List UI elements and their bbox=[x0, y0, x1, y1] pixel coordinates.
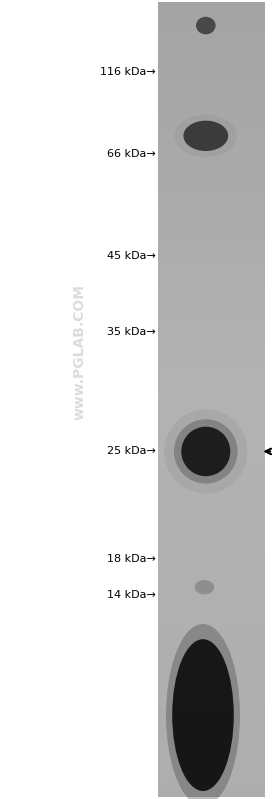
Bar bbox=[158, 658, 265, 668]
Bar bbox=[158, 757, 265, 768]
Ellipse shape bbox=[166, 624, 240, 799]
Bar bbox=[158, 51, 265, 62]
Bar bbox=[158, 549, 265, 559]
Bar bbox=[158, 748, 265, 757]
Bar bbox=[158, 728, 265, 737]
Bar bbox=[158, 688, 265, 698]
Bar bbox=[158, 559, 265, 569]
Bar bbox=[158, 151, 265, 161]
Bar bbox=[158, 608, 265, 618]
Text: 35 kDa→: 35 kDa→ bbox=[107, 327, 155, 336]
Bar bbox=[158, 230, 265, 240]
Bar bbox=[158, 71, 265, 81]
Bar bbox=[158, 310, 265, 320]
Bar bbox=[158, 718, 265, 728]
Ellipse shape bbox=[172, 639, 234, 791]
Bar bbox=[158, 578, 265, 589]
Bar bbox=[158, 111, 265, 121]
Text: 116 kDa→: 116 kDa→ bbox=[100, 67, 155, 77]
Bar bbox=[158, 22, 265, 31]
Bar bbox=[158, 62, 265, 71]
Bar bbox=[158, 678, 265, 688]
Bar bbox=[158, 489, 265, 499]
Bar bbox=[158, 300, 265, 310]
Bar bbox=[158, 618, 265, 628]
Bar bbox=[158, 698, 265, 708]
Bar bbox=[158, 210, 265, 221]
Text: 66 kDa→: 66 kDa→ bbox=[107, 149, 155, 159]
Bar bbox=[158, 469, 265, 479]
Bar bbox=[158, 589, 265, 598]
Bar bbox=[158, 191, 265, 201]
Bar bbox=[158, 250, 265, 260]
Ellipse shape bbox=[174, 419, 238, 483]
Bar bbox=[158, 221, 265, 230]
Bar bbox=[158, 777, 265, 788]
Bar bbox=[158, 529, 265, 539]
Text: 14 kDa→: 14 kDa→ bbox=[106, 590, 155, 600]
Bar bbox=[158, 340, 265, 350]
Bar bbox=[158, 2, 265, 11]
Bar bbox=[158, 270, 265, 280]
Bar bbox=[158, 360, 265, 370]
Bar bbox=[158, 121, 265, 131]
Bar bbox=[158, 280, 265, 290]
Ellipse shape bbox=[196, 17, 216, 34]
Bar bbox=[158, 101, 265, 111]
Bar bbox=[158, 429, 265, 439]
Bar bbox=[158, 131, 265, 141]
Bar bbox=[158, 370, 265, 380]
Bar bbox=[158, 737, 265, 748]
Bar bbox=[158, 668, 265, 678]
Bar bbox=[158, 290, 265, 300]
Bar bbox=[158, 499, 265, 509]
Ellipse shape bbox=[174, 114, 237, 157]
Bar bbox=[158, 519, 265, 529]
Bar bbox=[158, 569, 265, 578]
Ellipse shape bbox=[195, 580, 214, 594]
Bar bbox=[158, 788, 265, 797]
Bar bbox=[158, 628, 265, 638]
Text: 18 kDa→: 18 kDa→ bbox=[106, 555, 155, 564]
Bar bbox=[158, 509, 265, 519]
Bar bbox=[158, 449, 265, 459]
Bar bbox=[158, 439, 265, 449]
Text: www.PGLAB.COM: www.PGLAB.COM bbox=[73, 284, 87, 419]
Bar bbox=[158, 141, 265, 151]
Bar bbox=[158, 181, 265, 191]
Bar bbox=[158, 42, 265, 51]
Text: 45 kDa→: 45 kDa→ bbox=[106, 251, 155, 260]
Bar bbox=[158, 459, 265, 469]
Bar bbox=[158, 240, 265, 250]
Bar bbox=[158, 350, 265, 360]
Bar bbox=[158, 380, 265, 390]
Bar bbox=[158, 409, 265, 419]
Bar bbox=[158, 330, 265, 340]
Bar bbox=[158, 390, 265, 400]
Bar bbox=[158, 708, 265, 718]
Bar bbox=[158, 31, 265, 42]
Bar bbox=[158, 81, 265, 91]
Bar bbox=[158, 598, 265, 608]
Bar bbox=[158, 171, 265, 181]
Ellipse shape bbox=[181, 427, 230, 476]
Bar bbox=[158, 11, 265, 22]
Bar bbox=[158, 768, 265, 777]
Bar bbox=[158, 419, 265, 429]
Text: 25 kDa→: 25 kDa→ bbox=[106, 447, 155, 456]
Bar bbox=[158, 260, 265, 270]
Bar bbox=[158, 638, 265, 648]
Ellipse shape bbox=[183, 121, 228, 151]
Bar bbox=[158, 320, 265, 330]
Bar bbox=[158, 91, 265, 101]
Bar bbox=[158, 648, 265, 658]
Bar bbox=[158, 201, 265, 210]
Bar bbox=[158, 400, 265, 409]
Bar bbox=[158, 479, 265, 489]
Bar bbox=[158, 161, 265, 171]
Ellipse shape bbox=[164, 409, 248, 494]
Bar bbox=[158, 539, 265, 549]
